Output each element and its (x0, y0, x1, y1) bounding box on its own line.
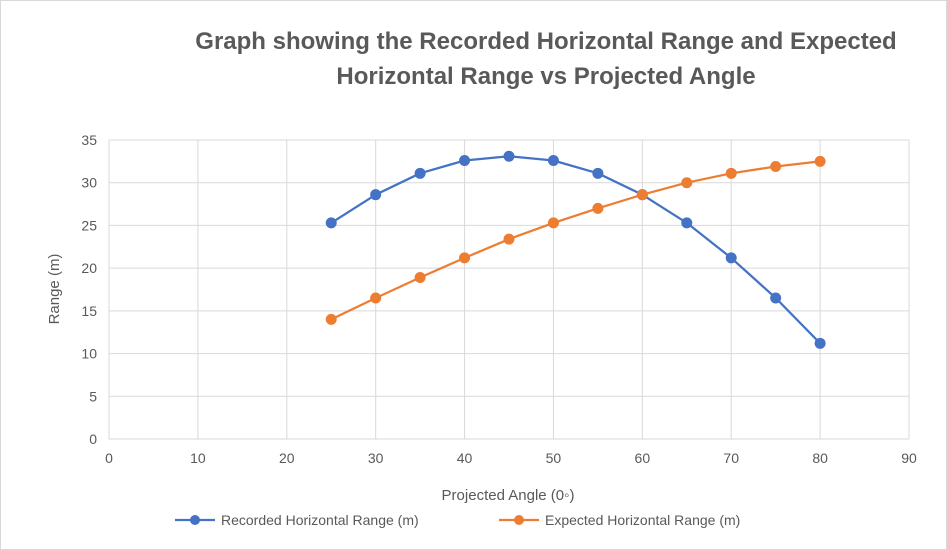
x-tick-label: 10 (190, 450, 206, 466)
data-point (370, 189, 382, 201)
x-tick-label: 60 (635, 450, 651, 466)
y-tick-label: 25 (81, 217, 97, 233)
y-tick-label: 5 (89, 388, 97, 404)
data-point (770, 292, 782, 304)
x-tick-label: 70 (723, 450, 739, 466)
data-point (681, 177, 693, 189)
data-point (814, 155, 826, 167)
data-point (325, 217, 337, 229)
x-axis-title: Projected Angle (0◦) (442, 487, 575, 504)
x-tick-label: 80 (812, 450, 828, 466)
y-tick-label: 15 (81, 303, 97, 319)
data-point (592, 202, 604, 214)
data-point (325, 313, 337, 325)
chart-title-line-2: Horizontal Range vs Projected Angle (336, 63, 755, 90)
legend-marker (190, 515, 200, 525)
data-point (370, 292, 382, 304)
series-line (330, 155, 821, 345)
legend-label: Expected Horizontal Range (m) (545, 512, 740, 528)
x-tick-label: 90 (901, 450, 917, 466)
data-point (414, 167, 426, 179)
series-line (330, 160, 821, 321)
legend-item-1: Recorded Horizontal Range (m) (175, 512, 419, 528)
y-tick-label: 20 (81, 260, 97, 276)
x-tick-label: 20 (279, 450, 295, 466)
data-point (503, 150, 515, 162)
gridlines (108, 139, 910, 440)
x-tick-label: 50 (546, 450, 562, 466)
data-point (770, 160, 782, 172)
series-layer (325, 150, 826, 349)
y-tick-label: 10 (81, 346, 97, 362)
data-point (459, 155, 471, 167)
data-point (503, 233, 515, 245)
data-point (725, 252, 737, 264)
data-point (592, 167, 604, 179)
data-point (414, 272, 426, 284)
series-1 (325, 150, 826, 349)
legend: Recorded Horizontal Range (m) Expected Ho… (175, 512, 740, 528)
legend-item-2: Expected Horizontal Range (m) (499, 512, 740, 528)
x-tick-label: 40 (457, 450, 473, 466)
legend-label: Recorded Horizontal Range (m) (221, 512, 419, 528)
y-axis-title: Range (m) (46, 254, 63, 325)
y-tick-label: 30 (81, 175, 97, 191)
series-2 (325, 155, 826, 325)
data-point (459, 252, 471, 264)
x-tick-label: 0 (105, 450, 113, 466)
data-point (547, 217, 559, 229)
x-tick-label: 30 (368, 450, 384, 466)
chart-title: Graph showing the Recorded Horizontal Ra… (195, 28, 896, 90)
data-point (681, 217, 693, 229)
tick-labels: 0 5 10 15 20 25 30 35 0 10 20 30 40 50 60 70 80 90 (81, 132, 917, 466)
data-point (547, 155, 559, 167)
y-tick-label: 35 (81, 132, 97, 148)
chart-title-line-1: Graph showing the Recorded Horizontal Ra… (195, 28, 896, 55)
data-point (725, 167, 737, 179)
data-point (636, 189, 648, 201)
data-point (814, 337, 826, 349)
legend-marker (514, 515, 524, 525)
y-tick-label: 0 (89, 431, 97, 447)
